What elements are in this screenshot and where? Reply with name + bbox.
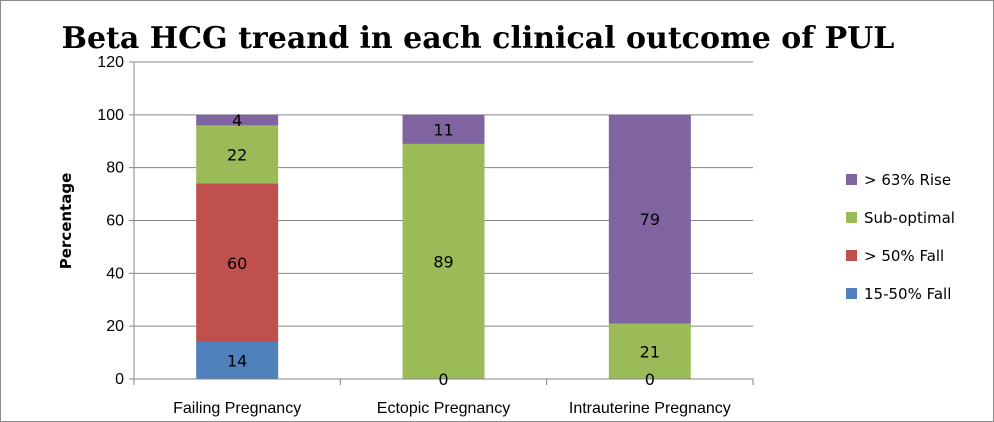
data-label-ectopic-pregnancy-15-50-fall: 0 bbox=[438, 370, 448, 389]
bar-failing-pregnancy-63-rise bbox=[196, 114, 279, 126]
data-label-failing-pregnancy-15-50-fall: 14 bbox=[227, 352, 247, 371]
legend-label-15-50-fall: 15-50% Fall bbox=[864, 285, 951, 303]
y-tick-label-40: 40 bbox=[106, 265, 124, 282]
axes bbox=[129, 61, 754, 385]
legend: > 63% Rise Sub-optimal > 50% Fall 15-50% Fa… bbox=[846, 171, 955, 303]
data-label-intrauterine-pregnancy-sub-optimal: 21 bbox=[640, 342, 660, 361]
chart-title: Beta HCG treand in each clinical outcome… bbox=[62, 21, 895, 56]
y-tick-label-80: 80 bbox=[106, 160, 124, 177]
y-axis-title: Percentage bbox=[57, 173, 75, 270]
x-tick-label-failing-pregnancy: Failing Pregnancy bbox=[173, 400, 301, 417]
data-label-ectopic-pregnancy-sub-optimal: 89 bbox=[433, 252, 453, 271]
bar-failing-pregnancy-15-50-fall bbox=[196, 342, 279, 379]
data-label-failing-pregnancy-sub-optimal: 22 bbox=[227, 145, 247, 164]
data-labels: 14 60 22 4 0 89 11 0 21 79 bbox=[227, 111, 660, 389]
data-label-failing-pregnancy-50-fall: 60 bbox=[227, 254, 247, 273]
y-tick-label-120: 120 bbox=[97, 54, 124, 71]
bar-ectopic-pregnancy-sub-optimal bbox=[402, 143, 485, 379]
legend-swatch-63-rise bbox=[846, 174, 857, 185]
x-tick-label-ectopic-pregnancy: Ectopic Pregnancy bbox=[377, 400, 510, 417]
data-label-intrauterine-pregnancy-15-50-fall: 0 bbox=[645, 370, 655, 389]
data-label-intrauterine-pregnancy-63-rise: 79 bbox=[640, 210, 660, 229]
legend-swatch-50-fall bbox=[846, 250, 857, 261]
x-tick-label-intrauterine-pregnancy: Intrauterine Pregnancy bbox=[569, 400, 731, 417]
legend-label-sub-optimal: Sub-optimal bbox=[864, 209, 955, 227]
legend-swatch-sub-optimal bbox=[846, 212, 857, 223]
bar-failing-pregnancy-50-fall bbox=[196, 183, 279, 343]
data-label-ectopic-pregnancy-63-rise: 11 bbox=[433, 120, 453, 139]
y-tick-label-0: 0 bbox=[115, 371, 124, 388]
legend-label-63-rise: > 63% Rise bbox=[864, 171, 951, 189]
bar-ectopic-pregnancy-63-rise bbox=[402, 114, 485, 144]
bar-intrauterine-pregnancy-sub-optimal bbox=[608, 323, 691, 379]
bar-intrauterine-pregnancy-63-rise bbox=[608, 114, 691, 324]
bar-failing-pregnancy-sub-optimal bbox=[196, 125, 279, 184]
y-tick-label-60: 60 bbox=[106, 213, 124, 230]
data-label-failing-pregnancy-63-rise: 4 bbox=[232, 111, 242, 130]
y-tick-label-20: 20 bbox=[106, 318, 124, 335]
legend-swatch-15-50-fall bbox=[846, 288, 857, 299]
y-tick-label-100: 100 bbox=[97, 107, 124, 124]
legend-label-50-fall: > 50% Fall bbox=[864, 247, 944, 265]
bars bbox=[196, 114, 691, 379]
